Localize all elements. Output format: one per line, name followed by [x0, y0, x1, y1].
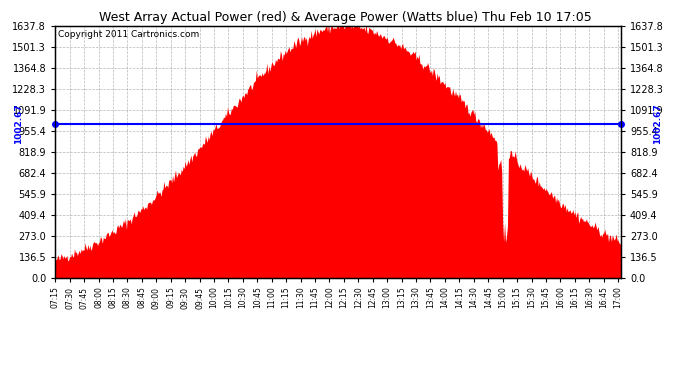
- Text: 1002.67: 1002.67: [653, 103, 662, 144]
- Text: 1002.67: 1002.67: [14, 103, 23, 144]
- Text: West Array Actual Power (red) & Average Power (Watts blue) Thu Feb 10 17:05: West Array Actual Power (red) & Average …: [99, 11, 591, 24]
- Text: Copyright 2011 Cartronics.com: Copyright 2011 Cartronics.com: [58, 30, 199, 39]
